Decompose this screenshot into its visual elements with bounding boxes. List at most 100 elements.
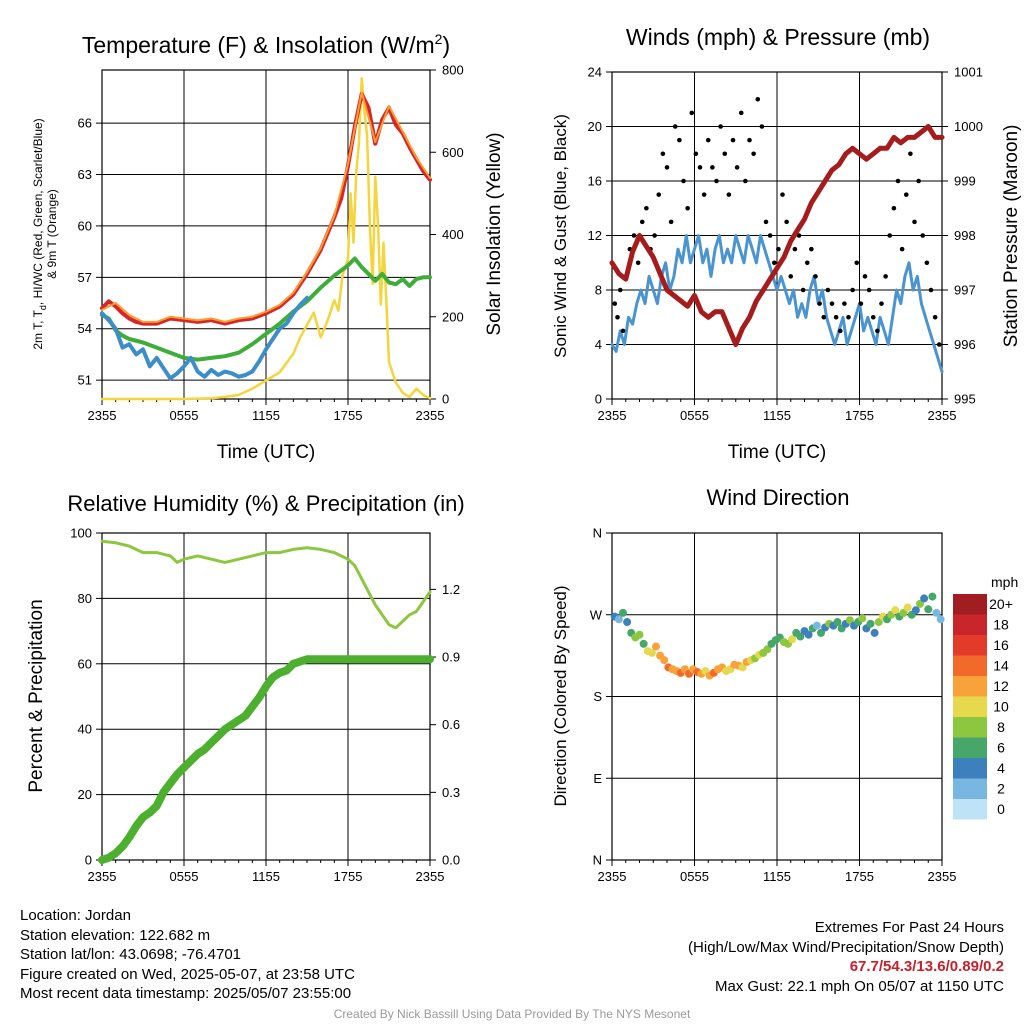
wind-gust-point [776, 246, 781, 252]
wind-ytick-label: 20 [588, 119, 602, 134]
temp-y2tick-label: 0 [442, 392, 449, 407]
wind-gust-point [908, 151, 913, 157]
extremes-title: Extremes For Past 24 Hours [814, 919, 1004, 936]
dir-point [804, 630, 813, 639]
dir-point [924, 605, 933, 614]
temp-xtick-label: 1755 [334, 408, 363, 423]
wind-gust-point [784, 219, 789, 225]
wind-gust-point [685, 205, 690, 211]
speed-legend-swatch [953, 758, 987, 779]
dir-point [858, 614, 867, 623]
dir-point [817, 628, 825, 637]
dir-point [660, 656, 669, 665]
speed-legend-label: 20+ [989, 596, 1013, 612]
dir-point [911, 606, 920, 615]
rh-ytick-label: 20 [78, 787, 92, 802]
rh-xtick-label: 2355 [88, 869, 117, 884]
dir-ytick-label: W [590, 607, 603, 622]
wind-y2tick-label: 998 [954, 228, 976, 243]
temp-y2tick-label: 400 [442, 227, 464, 242]
wind-y2tick-label: 997 [954, 283, 976, 298]
wind-gust-point [899, 246, 905, 252]
wind-gust-point [809, 246, 814, 252]
temp-xtick-label: 2355 [416, 408, 445, 423]
temp-xlabel: Time (UTC) [217, 442, 316, 463]
wind-y2tick-label: 996 [954, 337, 976, 352]
dir-point [891, 606, 900, 615]
temp-ylabel-line2: & 9m T (Orange) [45, 189, 59, 279]
wind-gust-point [701, 192, 707, 197]
wind-ytick-label: 4 [595, 337, 602, 352]
wind-gust-point [730, 137, 736, 143]
dir-point [619, 608, 627, 617]
dir-point [936, 615, 945, 624]
speed-legend-swatch [953, 594, 987, 615]
wind-gust-point [656, 192, 662, 197]
dir-ytick-label: E [593, 771, 602, 786]
wind-gust-point [681, 178, 686, 184]
dir-xtick-label: 0555 [680, 869, 709, 884]
rh-ytick-label: 100 [70, 526, 92, 541]
wind-gust-point [644, 205, 649, 211]
speed-legend-swatch [953, 717, 987, 738]
rh-y2tick-label: 0.3 [442, 785, 460, 800]
rh-y2tick-label: 0.0 [442, 853, 460, 868]
temp-ytick-label: 66 [78, 116, 92, 131]
dir-point [903, 603, 912, 612]
rh-y2tick-label: 1.2 [442, 582, 460, 597]
wind-ytick-label: 16 [588, 174, 602, 189]
wind-gust-point [759, 124, 765, 129]
dir-point [833, 618, 842, 627]
wind-xlabel: Time (UTC) [728, 442, 827, 463]
wind-gust-point [672, 124, 678, 129]
wind-gust-point [639, 219, 645, 225]
temp-ylabel: 2m T, Td, HI/WC (Red, Green, Scarlet/Blu… [31, 118, 48, 349]
wind-gust-point [850, 287, 855, 293]
wind-gust-point [718, 124, 723, 129]
dir-point [845, 616, 854, 625]
wind-gust-point [804, 260, 810, 266]
wind-gust-point [635, 260, 641, 266]
speed-legend-swatch [953, 696, 987, 717]
dir-point [763, 645, 772, 654]
temp-ytick-label: 54 [78, 321, 92, 336]
wind-gust-point [883, 274, 888, 279]
temp-y2tick-label: 200 [442, 309, 464, 324]
rh-title: Relative Humidity (%) & Precipitation (i… [67, 491, 464, 516]
rh-y2tick-label: 0.6 [442, 717, 460, 732]
wind-gust-point [677, 137, 682, 143]
wind-gust-point [936, 342, 942, 347]
rh-ytick-label: 0 [85, 853, 92, 868]
station-latlon: Station lat/lon: 43.0698; -76.4701 [20, 946, 242, 963]
wind-gust-point [755, 96, 761, 102]
dir-point [928, 592, 937, 601]
rh-xtick-label: 0555 [170, 869, 199, 884]
wind-y2tick-label: 1001 [954, 65, 983, 80]
wind-gust-point [829, 301, 835, 306]
rh-ytick-label: 60 [78, 656, 92, 671]
wind-gust-point [664, 165, 670, 170]
rh-xtick-label: 1755 [334, 869, 363, 884]
speed-legend-label: 18 [993, 617, 1009, 633]
speed-legend-swatch [953, 655, 987, 676]
wind-gust-point [722, 151, 728, 157]
temp-y2tick-label: 600 [442, 145, 464, 160]
rh-ytick-label: 80 [78, 591, 92, 606]
wind-ytick-label: 24 [588, 65, 602, 80]
wind-xtick-label: 1155 [763, 408, 791, 423]
wind-gust-point [924, 260, 930, 266]
wind-gust-point [689, 110, 695, 116]
wind-gust-point [763, 219, 769, 225]
wind-xtick-label: 0555 [680, 408, 709, 423]
dir-point [635, 630, 644, 639]
wind-xtick-label: 2355 [598, 408, 627, 423]
wind-gust-point [747, 137, 752, 143]
wind-gust-point [858, 301, 864, 306]
wind-gust-point [726, 192, 732, 197]
wind-ylabel: Sonic Wind & Gust (Blue, Black) [551, 114, 570, 358]
speed-legend-swatch [953, 737, 987, 758]
extremes-panel: Extremes For Past 24 Hours (High/Low/Max… [688, 918, 1004, 996]
wind-y2tick-label: 1000 [954, 119, 983, 134]
speed-legend-label: 14 [993, 658, 1009, 674]
wind-gust-point [842, 301, 847, 306]
